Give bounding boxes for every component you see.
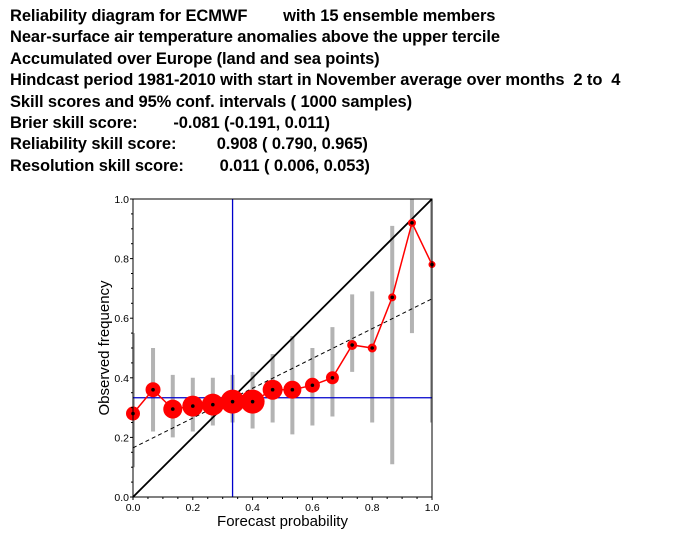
chart-header: Reliability diagram for ECMWF with 15 en… [10,6,675,177]
reliability-point-center [191,404,195,408]
resolution-skill-score: Resolution skill score: 0.011 ( 0.006, 0… [10,156,370,175]
x-axis-label: Forecast probability [217,513,348,530]
y-tick-label: 1.0 [114,194,129,206]
reliability-point-center [211,402,215,407]
reliability-curve [133,220,432,415]
reliability-fit-dashed-line [132,298,433,449]
reliability-point-center [290,387,295,392]
x-tick-label: 0.2 [185,502,200,514]
skill-scores-heading: Skill scores and 95% conf. intervals ( 1… [10,92,412,111]
reliability-point-center [230,399,235,404]
reliability-point-center [310,383,315,388]
reliability-skill-score: Reliability skill score: 0.908 ( 0.790, … [10,135,368,154]
y-tick-label: 0.4 [114,373,129,385]
title-line: Reliability diagram for ECMWF with 15 en… [10,7,496,25]
reliability-point-center [330,376,335,380]
reliability-point-center [250,399,255,404]
x-tick-label: 0.8 [365,502,380,514]
reliability-point-center [170,407,175,411]
brier-skill-score: Brier skill score: -0.081 (-0.191, 0.011… [10,113,330,132]
y-tick-label: 0.8 [114,254,129,266]
y-tick-label: 0.6 [114,313,129,325]
subtitle-variable: Near-surface air temperature anomalies a… [10,28,500,47]
reliability-point-center [270,387,275,392]
x-tick-label: 0.0 [126,502,141,514]
perfect-reliability-diagonal [132,198,433,498]
reliability-point-center [390,295,395,300]
subtitle-region: Accumulated over Europe (land and sea po… [10,49,380,68]
y-axis-label: Observed frequency [96,280,113,416]
reliability-point-center [151,387,155,392]
x-tick-label: 1.0 [425,502,440,514]
x-tick-label: 0.6 [305,502,320,514]
reliability-point-center [370,346,375,350]
reliability-point-center [410,221,414,225]
plot-area: 0.0 0.2 0.4 0.6 0.8 1.0 0.0 0.2 0.4 0.6 0.8 1.0 [114,194,439,514]
x-tick-label: 0.4 [245,502,260,514]
y-tick-label: 0.0 [114,492,129,504]
y-tick-label: 0.2 [114,432,129,444]
subtitle-period: Hindcast period 1981-2010 with start in … [10,71,621,90]
reliability-point-center [350,343,354,347]
